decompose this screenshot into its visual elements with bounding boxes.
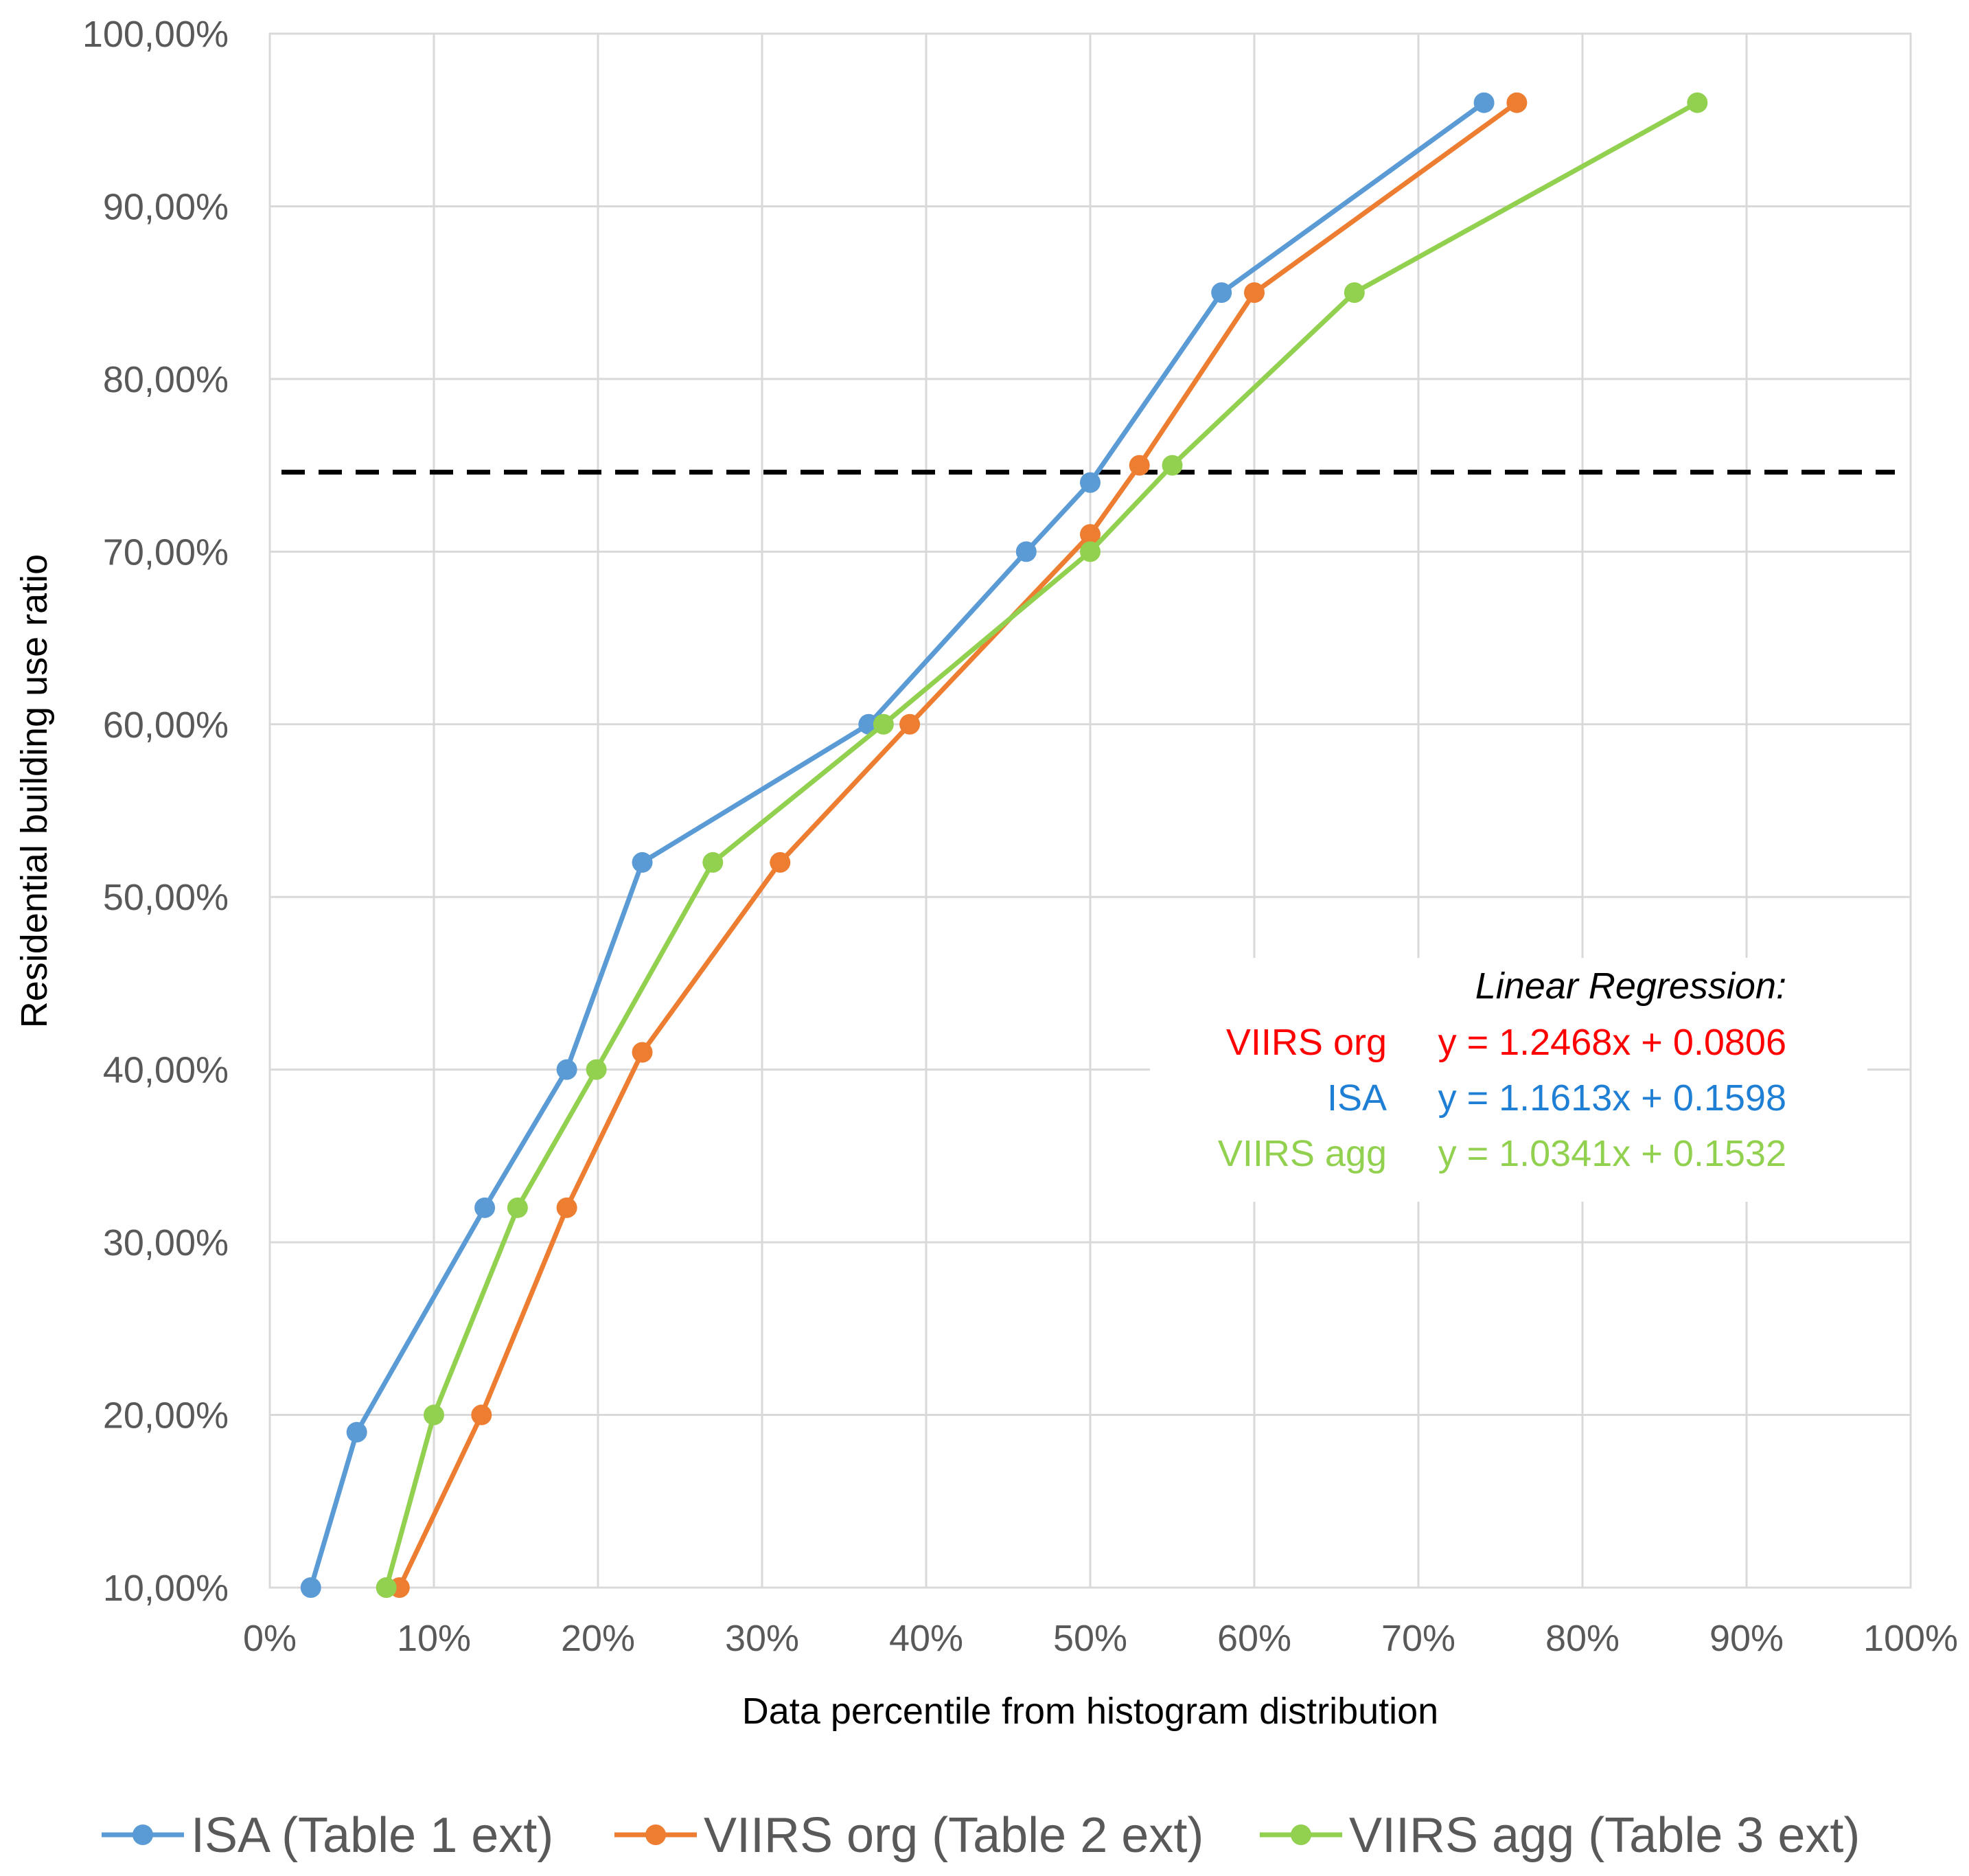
- x-tick-label: 10%: [397, 1618, 471, 1659]
- data-point: [1129, 455, 1150, 476]
- data-point: [346, 1421, 367, 1443]
- regression-heading: Linear Regression:: [1475, 965, 1786, 1007]
- data-point: [376, 1577, 397, 1598]
- series-line-1: [397, 100, 1519, 1589]
- x-tick-label: 40%: [889, 1618, 963, 1659]
- y-tick-label: 50,00%: [103, 877, 229, 918]
- legend-marker-viirs-agg: [1291, 1824, 1311, 1845]
- data-point: [1080, 524, 1101, 545]
- regression-box: Linear Regression: VIIRS org y = 1.2468x…: [1150, 958, 1867, 1202]
- data-point: [1211, 282, 1232, 304]
- regression-equation-isa: y = 1.1613x + 0.1598: [1438, 1077, 1786, 1119]
- legend-item-viirs-org: VIIRS org (Table 2 ext): [614, 1808, 1204, 1863]
- y-tick-label: 30,00%: [103, 1222, 229, 1263]
- regression-label-viirs-org: VIIRS org: [1226, 1022, 1387, 1063]
- x-tick-label: 100%: [1863, 1618, 1958, 1659]
- x-tick-label: 50%: [1053, 1618, 1127, 1659]
- x-tick-label: 0%: [243, 1618, 297, 1659]
- axis-ticks: 0% 10% 20% 30% 40% 50% 60% 70% 80% 90% 100% 10,00% 2…: [82, 14, 1958, 1659]
- regression-equation-viirs-agg: y = 1.0341x + 0.1532: [1438, 1133, 1786, 1174]
- regression-label-viirs-agg: VIIRS agg: [1218, 1133, 1387, 1174]
- data-point: [474, 1197, 496, 1218]
- data-point: [507, 1197, 528, 1218]
- data-point: [873, 713, 894, 735]
- x-tick-label: 20%: [561, 1618, 635, 1659]
- x-axis-title: Data percentile from histogram distribut…: [742, 1691, 1438, 1732]
- data-point: [1687, 92, 1708, 113]
- data-point: [1473, 92, 1495, 113]
- x-tick-label: 90%: [1709, 1618, 1784, 1659]
- data-point: [632, 851, 653, 873]
- data-point: [1080, 541, 1101, 562]
- regression-label-isa: ISA: [1327, 1077, 1387, 1119]
- legend-marker-isa: [133, 1824, 153, 1845]
- x-tick-label: 80%: [1545, 1618, 1620, 1659]
- data-point: [471, 1404, 492, 1426]
- y-tick-label: 10,00%: [103, 1568, 229, 1609]
- y-tick-label: 20,00%: [103, 1395, 229, 1437]
- y-tick-label: 70,00%: [103, 531, 229, 573]
- data-point: [424, 1404, 444, 1426]
- data-point: [770, 851, 791, 873]
- data-point: [632, 1042, 653, 1063]
- data-point: [1080, 472, 1101, 493]
- legend-label-isa: ISA (Table 1 ext): [191, 1808, 553, 1863]
- data-point: [899, 713, 921, 735]
- legend: ISA (Table 1 ext) VIIRS org (Table 2 ext…: [102, 1808, 1860, 1863]
- x-tick-label: 60%: [1217, 1618, 1291, 1659]
- data-point: [300, 1577, 321, 1598]
- data-point: [1344, 282, 1365, 304]
- legend-label-viirs-org: VIIRS org (Table 2 ext): [704, 1808, 1204, 1863]
- data-point: [1162, 455, 1183, 476]
- legend-item-viirs-agg: VIIRS agg (Table 3 ext): [1260, 1808, 1860, 1863]
- data-point: [1015, 541, 1037, 562]
- data-point: [702, 851, 724, 873]
- series-line-2: [384, 100, 1699, 1588]
- x-tick-label: 70%: [1381, 1618, 1455, 1659]
- regression-box-background: [1150, 958, 1867, 1202]
- y-tick-label: 60,00%: [103, 705, 229, 746]
- legend-item-isa: ISA (Table 1 ext): [102, 1808, 553, 1863]
- y-tick-label: 90,00%: [103, 186, 229, 227]
- series-group: [300, 92, 1708, 1598]
- data-point: [556, 1059, 577, 1080]
- data-point: [556, 1197, 577, 1218]
- data-point: [1506, 92, 1528, 113]
- data-point: [586, 1059, 607, 1080]
- legend-marker-viirs-org: [645, 1824, 666, 1845]
- y-axis-title: Residential building use ratio: [14, 554, 55, 1028]
- plot-frame: [268, 32, 1912, 1589]
- legend-label-viirs-agg: VIIRS agg (Table 3 ext): [1349, 1808, 1860, 1863]
- data-point: [1244, 282, 1265, 304]
- y-tick-label: 100,00%: [82, 14, 229, 55]
- series-line-0: [308, 100, 1486, 1588]
- y-tick-label: 40,00%: [103, 1050, 229, 1091]
- x-tick-label: 30%: [725, 1618, 799, 1659]
- regression-equation-viirs-org: y = 1.2468x + 0.0806: [1438, 1022, 1786, 1063]
- y-tick-label: 80,00%: [103, 359, 229, 400]
